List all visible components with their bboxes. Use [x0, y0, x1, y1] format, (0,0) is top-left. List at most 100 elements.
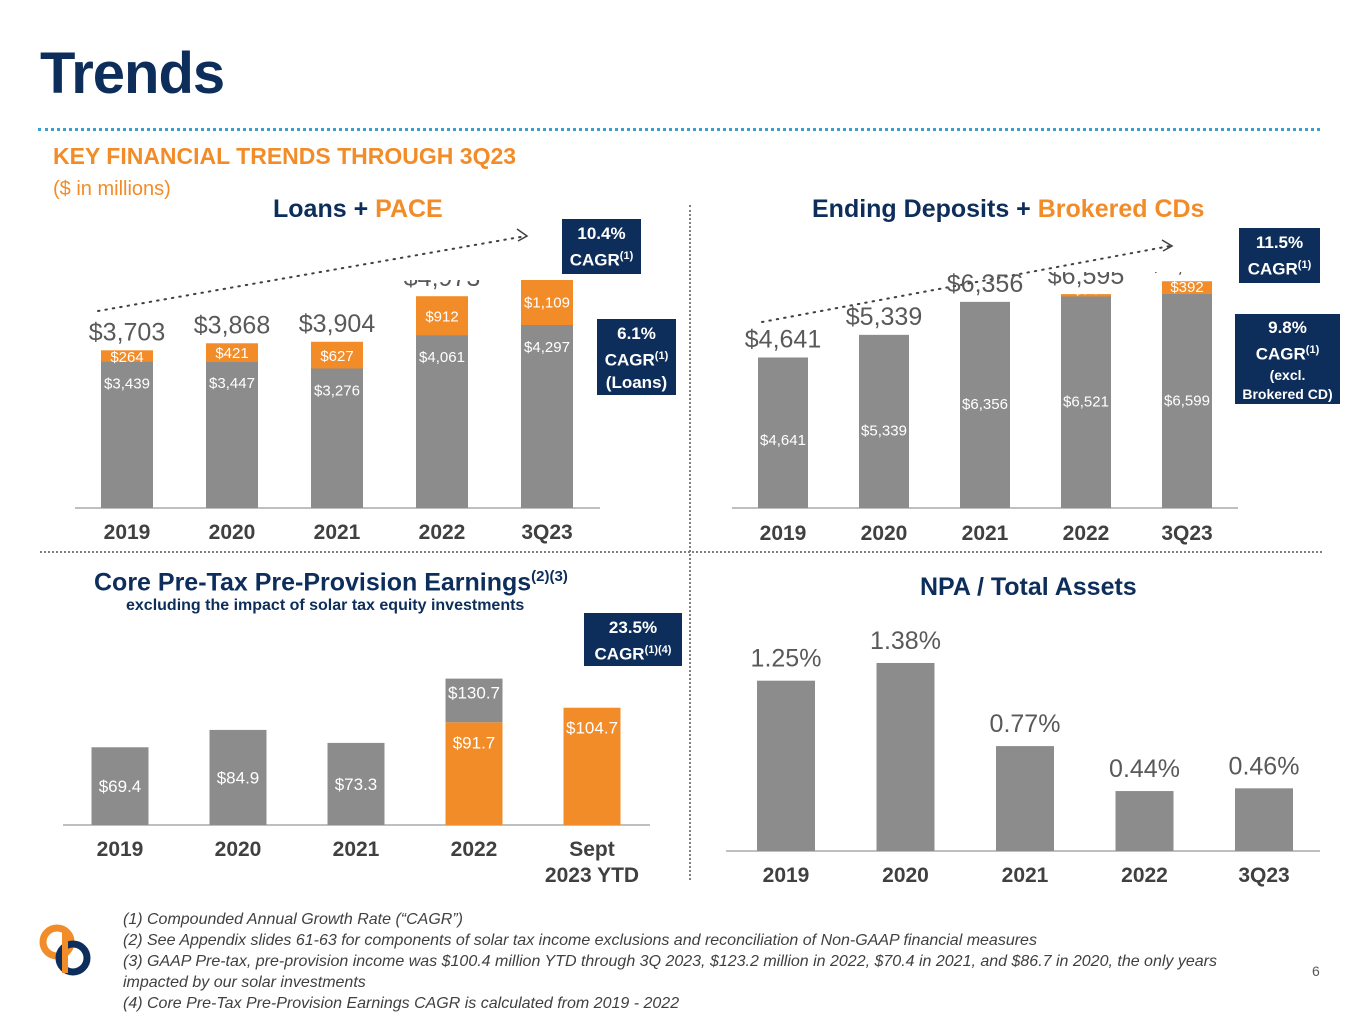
value-label-0: 1.25%: [751, 645, 822, 673]
deposits-excl-cagr-value: 9.8%: [1268, 318, 1307, 337]
bar-orange-4: [563, 707, 621, 825]
bar-brokered-cds-3: [1061, 294, 1111, 297]
title-divider: [38, 128, 1320, 131]
horizontal-divider-left: [40, 551, 690, 553]
x-tick-label-3: 2022: [419, 521, 466, 544]
x-tick-label-3: 2022: [1063, 522, 1110, 545]
segment-label-0-4: $6,599: [1164, 392, 1210, 409]
total-label-0: $4,641: [745, 325, 821, 353]
loans-pace-chart: $3,439 $264 $3,703 2019 $3,447 $421 $3,868 2020…: [75, 280, 600, 544]
loans-title-main: Loans +: [273, 195, 376, 223]
deposits-cagr-badge: 11.5% CAGR(1): [1239, 228, 1320, 283]
x-tick-label-1: 2020: [209, 521, 256, 544]
total-label-3: $6,595: [1048, 272, 1124, 290]
x-tick-label-1: 2020: [861, 522, 908, 545]
cagr-footnote: (1): [654, 350, 669, 362]
ppe-title-text: Core Pre-Tax Pre-Provision Earnings: [94, 568, 532, 597]
deposits-cagr-value: 11.5%: [1255, 233, 1304, 252]
deposits-cagr-label: CAGR(1): [1245, 254, 1314, 281]
segment-label-0-4: $104.7: [566, 719, 618, 738]
loans-only-cagr-label: CAGR(1): [603, 345, 670, 372]
bar-npa-2: [996, 746, 1054, 851]
bar-pace-4: [521, 280, 573, 326]
loans-cagr-value: 10.4%: [577, 224, 626, 243]
value-label-3: 0.44%: [1109, 755, 1180, 783]
bar-npa-4: [1235, 788, 1293, 851]
x-tick-label-2: 2021: [962, 522, 1009, 545]
bar-gray-0: [91, 747, 149, 825]
value-label-4: 0.46%: [1229, 752, 1300, 780]
bar-npa-3: [1115, 791, 1174, 851]
segment-label-0-1: $5,339: [861, 422, 907, 439]
x-tick-label-0: 2019: [763, 864, 810, 887]
loans-only-cagr-badge: 6.1% CAGR(1) (Loans): [597, 319, 676, 395]
x-tick-label-0: 2019: [760, 522, 807, 545]
cagr-text: CAGR: [604, 350, 655, 370]
segment-label-0-0: $4,641: [760, 432, 806, 449]
x-tick-label-4: 3Q23: [1238, 864, 1289, 887]
footnote-4: (4) Core Pre-Tax Pre-Provision Earnings …: [123, 995, 680, 1012]
cagr-footnote: (1)(4): [644, 644, 672, 656]
segment-label-0-3: $4,061: [419, 349, 465, 366]
loans-only-cagr-note: (Loans): [605, 372, 668, 392]
bar-npa-0: [757, 680, 815, 851]
cagr-text: CAGR: [1255, 344, 1306, 364]
bar-orange-3: [445, 722, 503, 825]
cagr-text: CAGR: [569, 250, 620, 270]
x-tick-label-0: 2019: [104, 521, 151, 544]
bar-ending-deposits-4: [1162, 293, 1212, 508]
x-tick-label-1: 2020: [215, 838, 262, 861]
segment-label-0-1: $3,447: [209, 375, 255, 392]
bar-ending-deposits-2: [960, 301, 1010, 508]
deposits-excl-cagr-label: CAGR(1): [1241, 339, 1334, 366]
bar-gray-3: [445, 678, 503, 723]
bar-pace-2: [311, 341, 363, 369]
x-tick-label-1: 2020: [882, 864, 929, 887]
x-tick-label-2: 2021: [1002, 864, 1049, 887]
ppe-chart-subtitle: excluding the impact of solar tax equity…: [126, 597, 525, 614]
segment-label-1-4: $392: [1170, 279, 1203, 296]
vertical-divider: [689, 205, 691, 880]
footnote-2: (2) See Appendix slides 61-63 for compon…: [123, 932, 1037, 949]
segment-label-1-1: $421: [215, 345, 248, 362]
segment-label-0-4: $4,297: [524, 339, 570, 356]
segment-label-1-0: $264: [110, 349, 143, 366]
total-label-2: $3,904: [299, 310, 376, 338]
value-label-1: 1.38%: [870, 627, 941, 655]
cagr-footnote: (1): [1305, 344, 1320, 356]
total-label-4: $6,991: [1149, 272, 1225, 277]
segment-label-1-3: $74: [1073, 282, 1098, 299]
total-label-3: $4,973: [404, 280, 480, 292]
bar-ending-deposits-0: [758, 357, 808, 508]
bar-loans-3: [416, 335, 468, 508]
cagr-footnote: (1): [619, 250, 634, 262]
segment-label-0-3: $91.7: [453, 733, 496, 752]
x-tick-label-3: 2022: [451, 838, 498, 861]
deposits-excl-note-1: (excl.: [1269, 366, 1306, 383]
bar-loans-2: [311, 368, 363, 508]
bar-loans-1: [206, 361, 258, 508]
total-label-1: $5,339: [846, 303, 922, 331]
deposits-title-brokered: Brokered CDs: [1037, 195, 1205, 223]
bar-ending-deposits-1: [859, 334, 909, 508]
bar-pace-3: [416, 296, 468, 336]
x-tick-label-4: 3Q23: [1161, 522, 1212, 545]
loans-title-pace: PACE: [375, 195, 443, 223]
segment-label-0-3: $6,521: [1063, 393, 1109, 410]
units-note: ($ in millions): [53, 178, 171, 200]
footnotes: (1) Compounded Annual Growth Rate (“CAGR…: [123, 909, 1223, 1014]
horizontal-divider-right: [692, 551, 1322, 553]
segment-label-0-0: $3,439: [104, 376, 150, 393]
bar-npa-1: [876, 662, 935, 851]
ppe-cagr-value: 23.5%: [608, 618, 658, 637]
x-tick-label-3: 2022: [1121, 864, 1168, 887]
ppe-cagr-badge: 23.5% CAGR(1)(4): [584, 613, 682, 666]
deposits-excl-cagr-badge: 9.8% CAGR(1) (excl. Brokered CD): [1235, 314, 1340, 404]
total-label-1: $3,868: [194, 311, 270, 339]
ppe-chart-title: Core Pre-Tax Pre-Provision Earnings(2)(3…: [94, 568, 568, 597]
segment-label-1-3: $130.7: [448, 684, 500, 703]
company-logo-icon: [39, 924, 91, 976]
npa-chart-title: NPA / Total Assets: [920, 573, 1137, 601]
segment-label-1-2: $73.3: [335, 775, 378, 794]
loans-chart-title: Loans + PACE: [273, 195, 443, 224]
